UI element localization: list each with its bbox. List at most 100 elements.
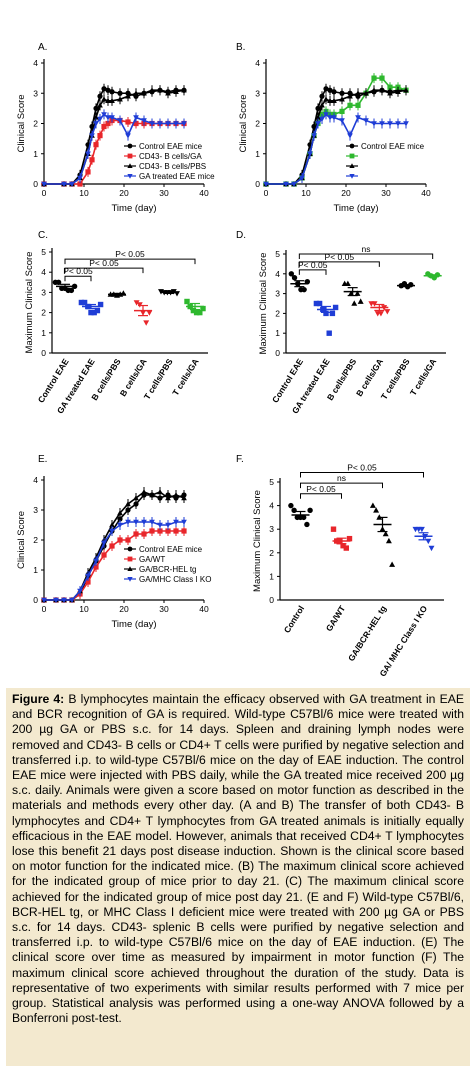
data-point bbox=[173, 519, 179, 525]
data-point bbox=[125, 537, 131, 543]
data-point bbox=[109, 89, 115, 95]
x-tick-label: 10 bbox=[301, 188, 311, 198]
data-point bbox=[133, 300, 140, 306]
data-point bbox=[311, 133, 317, 139]
data-point bbox=[143, 320, 150, 326]
data-point bbox=[97, 93, 103, 99]
x-axis-label: Time (day) bbox=[111, 619, 156, 630]
data-point bbox=[347, 102, 353, 108]
data-point bbox=[149, 519, 155, 525]
group-2 bbox=[107, 290, 127, 298]
data-point bbox=[339, 118, 345, 124]
data-point bbox=[93, 564, 99, 570]
chart-panel-b: B. 0 1 2 3 4 Clinical Score 0 10 20 30 40 Time (day)… bbox=[236, 42, 431, 214]
data-point bbox=[165, 121, 171, 127]
data-point bbox=[323, 96, 329, 102]
legend-marker bbox=[349, 173, 355, 179]
data-point bbox=[330, 526, 337, 532]
data-point bbox=[327, 97, 333, 104]
x-axis-label: Time (day) bbox=[333, 203, 378, 214]
significance-bracket: ns bbox=[298, 244, 434, 259]
data-point bbox=[77, 588, 83, 594]
data-point bbox=[331, 115, 337, 121]
y-tick-label: 4 bbox=[255, 58, 260, 68]
data-point bbox=[105, 87, 111, 93]
data-point bbox=[105, 115, 111, 121]
y-tick-label: 0 bbox=[33, 595, 38, 605]
y-axis-label: Maximum Clinical Score bbox=[24, 252, 35, 354]
data-point bbox=[157, 489, 163, 495]
y-tick-label: 4 bbox=[41, 267, 46, 277]
data-point bbox=[299, 175, 305, 181]
data-point bbox=[88, 309, 94, 316]
data-point bbox=[319, 102, 325, 108]
data-point bbox=[181, 528, 187, 534]
legend-marker bbox=[127, 566, 133, 572]
y-axis-label: Maximum Clinical Score bbox=[252, 490, 263, 592]
data-point bbox=[97, 116, 103, 122]
significance-bracket: P< 0.05 bbox=[300, 463, 424, 478]
data-point bbox=[377, 311, 384, 317]
data-point bbox=[354, 290, 361, 296]
legend-label: CD43- B cells/GA bbox=[139, 152, 202, 161]
category-label: GA/WT bbox=[324, 603, 348, 633]
data-point bbox=[101, 552, 107, 558]
data-point bbox=[55, 279, 62, 285]
y-tick-label: 2 bbox=[255, 119, 260, 129]
group-0 bbox=[288, 502, 313, 528]
data-point bbox=[149, 87, 155, 93]
data-point bbox=[181, 121, 187, 127]
bracket-line bbox=[64, 275, 92, 282]
y-tick-label: 0 bbox=[255, 179, 260, 189]
significance-bracket: P< 0.05 bbox=[64, 258, 144, 274]
bracket-label: P< 0.05 bbox=[89, 258, 119, 268]
legend-marker bbox=[349, 163, 355, 169]
x-tick-label: 30 bbox=[159, 188, 169, 198]
data-point bbox=[288, 271, 295, 277]
data-point bbox=[93, 142, 99, 148]
x-tick-label: 10 bbox=[79, 188, 89, 198]
data-point bbox=[61, 181, 67, 187]
data-point bbox=[347, 93, 353, 99]
legend-label: GA/MHC Class I KO bbox=[139, 575, 211, 584]
data-point bbox=[109, 528, 115, 534]
data-point bbox=[41, 597, 47, 603]
data-point bbox=[355, 90, 361, 96]
data-point bbox=[136, 302, 143, 308]
y-tick-label: 5 bbox=[41, 247, 46, 257]
y-tick-label: 3 bbox=[269, 524, 274, 534]
data-point bbox=[117, 118, 123, 124]
panel-label: D. bbox=[236, 230, 246, 241]
data-point bbox=[133, 115, 139, 121]
legend-marker bbox=[127, 546, 133, 552]
data-point bbox=[339, 96, 345, 102]
data-point bbox=[101, 112, 107, 118]
y-axis-label: Clinical Score bbox=[16, 94, 27, 152]
data-point bbox=[184, 298, 190, 305]
data-point bbox=[403, 121, 409, 127]
legend-label: GA/WT bbox=[139, 555, 165, 564]
data-point bbox=[387, 84, 393, 90]
group-1 bbox=[78, 299, 104, 316]
data-point bbox=[157, 528, 163, 534]
data-point bbox=[85, 573, 91, 579]
data-point bbox=[331, 89, 337, 95]
category-label: T cells/GA bbox=[408, 357, 439, 398]
group-0 bbox=[52, 279, 78, 294]
panel-label: A. bbox=[38, 42, 47, 53]
data-point bbox=[133, 495, 139, 501]
x-axis-label: Time (day) bbox=[111, 203, 156, 214]
data-point bbox=[133, 519, 139, 525]
group-5 bbox=[184, 298, 206, 316]
category-label: GA/BCR-HEL tg bbox=[346, 604, 388, 663]
data-point bbox=[101, 540, 107, 546]
y-tick-label: 3 bbox=[41, 287, 46, 297]
significance-bracket: P< 0.05 bbox=[300, 484, 342, 499]
group-2 bbox=[369, 502, 396, 567]
y-tick-label: 0 bbox=[33, 179, 38, 189]
data-point bbox=[157, 87, 163, 93]
y-tick-label: 4 bbox=[269, 501, 274, 511]
y-tick-label: 2 bbox=[33, 535, 38, 545]
y-tick-label: 1 bbox=[33, 149, 38, 159]
